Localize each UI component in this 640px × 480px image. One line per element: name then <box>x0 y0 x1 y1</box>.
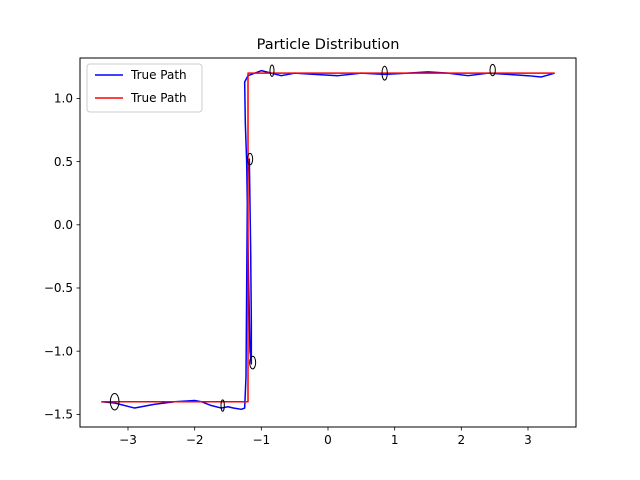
x-tick-label: 0 <box>324 433 332 447</box>
legend-box <box>86 63 203 113</box>
y-tick-label: 0.5 <box>54 155 73 169</box>
y-axis: −1.5 −1.0 −0.5 0.0 0.5 1.0 <box>44 92 80 422</box>
x-tick-label: −3 <box>119 433 137 447</box>
y-tick-label: 0.0 <box>54 218 73 232</box>
particle-ellipse-2 <box>249 355 257 370</box>
y-tick-label: −1.5 <box>44 408 73 422</box>
x-axis: −3 −2 −1 0 1 2 3 <box>119 427 532 447</box>
x-tick-label: −2 <box>186 433 204 447</box>
particle-ellipse-1 <box>220 399 225 412</box>
chart-title: Particle Distribution <box>257 37 400 53</box>
x-tick-label: −1 <box>252 433 270 447</box>
plot-area-frame <box>79 57 577 428</box>
legend-label-red: True Path <box>130 91 187 105</box>
x-tick-label: 2 <box>458 433 466 447</box>
particle-ellipse-0 <box>109 393 120 411</box>
particle-ellipse-5 <box>381 65 388 81</box>
y-tick-label: −0.5 <box>44 281 73 295</box>
legend: True Path True Path <box>86 63 203 113</box>
series-line-0 <box>101 69 555 411</box>
series-line-1 <box>101 72 555 403</box>
particle-ellipse-6 <box>489 63 496 77</box>
series-layer <box>101 69 555 411</box>
y-tick-label: 1.0 <box>54 92 73 106</box>
y-tick-label: −1.0 <box>44 344 73 358</box>
particle-ellipse-4 <box>269 64 275 77</box>
x-tick-label: 3 <box>524 433 532 447</box>
particle-ellipse-3 <box>246 152 254 166</box>
x-tick-label: 1 <box>391 433 399 447</box>
legend-label-blue: True Path <box>130 68 187 82</box>
particle-ellipses <box>109 63 496 412</box>
